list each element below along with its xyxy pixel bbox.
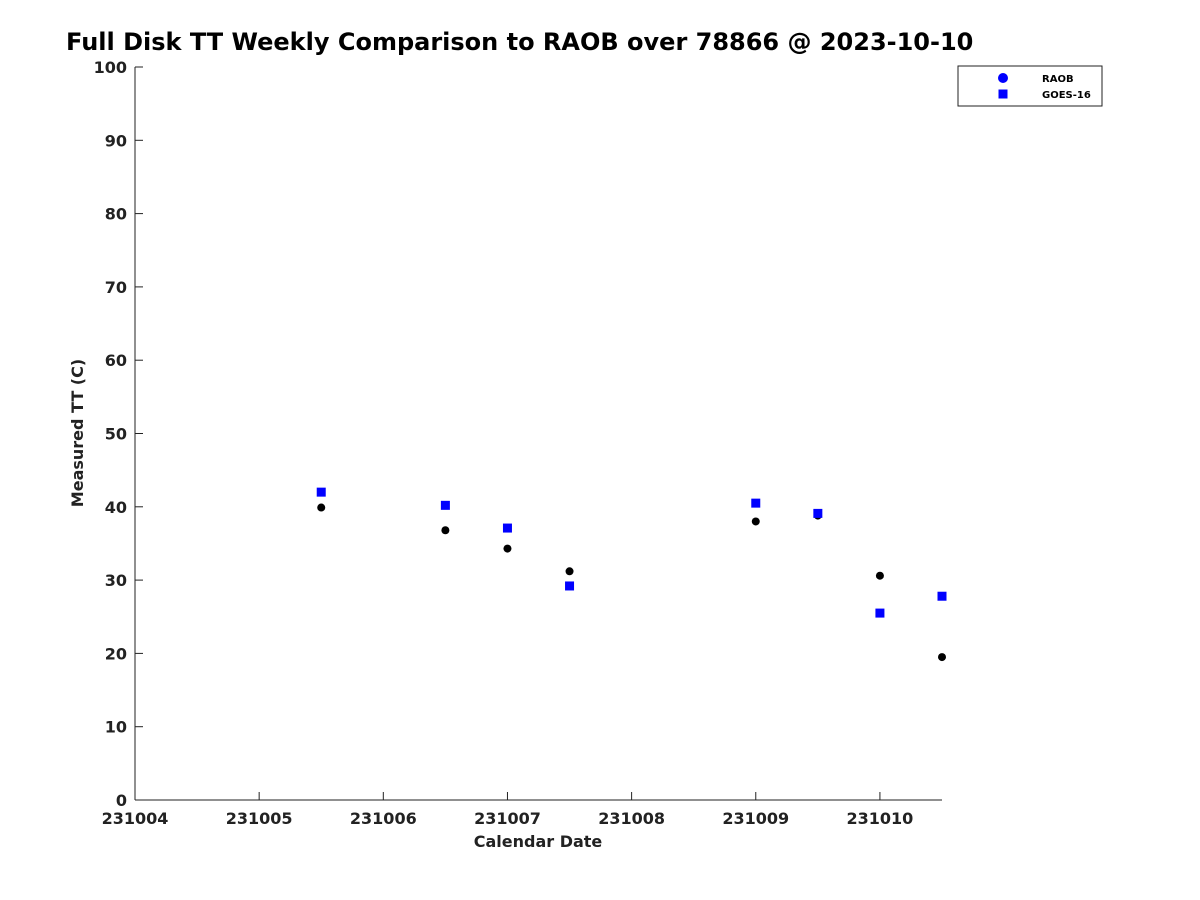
data-points xyxy=(316,487,947,662)
axes xyxy=(134,67,942,801)
x-tick-label: 231010 xyxy=(847,809,914,828)
goes-16-point xyxy=(502,523,512,533)
y-tick-label: 50 xyxy=(105,425,127,444)
tick-marks: 0 10 20 30 40 50 60 70 80 90 100 231004 231005 231006… xyxy=(94,58,914,828)
legend-marker-raob xyxy=(998,73,1008,83)
goes-16-point xyxy=(440,500,450,510)
raob-point xyxy=(751,517,760,526)
raob-point xyxy=(938,653,946,662)
y-tick-label: 80 xyxy=(105,205,127,224)
x-tick-label: 231006 xyxy=(350,809,417,828)
raob-point xyxy=(875,571,884,580)
x-tick-label: 231007 xyxy=(474,809,541,828)
x-tick-label: 231009 xyxy=(722,809,789,828)
legend-marker-goes-16 xyxy=(998,89,1008,99)
raob-point xyxy=(565,567,574,576)
legend-label: GOES-16 xyxy=(1042,90,1091,101)
x-axis-label: Calendar Date xyxy=(474,832,603,851)
y-axis-label: Measured TT (C) xyxy=(68,359,87,507)
y-tick-label: 90 xyxy=(105,131,127,150)
y-tick-label: 30 xyxy=(105,571,127,590)
goes-16-point xyxy=(813,508,823,518)
y-tick-label: 100 xyxy=(94,58,127,77)
goes-16-point xyxy=(751,498,761,508)
y-tick-label: 40 xyxy=(105,498,127,517)
y-tick-label: 60 xyxy=(105,351,127,370)
raob-point xyxy=(317,503,326,512)
chart-title: Full Disk TT Weekly Comparison to RAOB o… xyxy=(66,28,974,56)
y-tick-label: 20 xyxy=(105,644,127,663)
raob-point xyxy=(503,544,512,553)
x-tick-label: 231005 xyxy=(226,809,293,828)
raob-point xyxy=(441,526,450,535)
x-tick-label: 231008 xyxy=(598,809,665,828)
y-tick-label: 0 xyxy=(116,791,127,810)
legend-label: RAOB xyxy=(1042,74,1074,85)
y-tick-label: 10 xyxy=(105,718,127,737)
legend: RAOB GOES-16 xyxy=(957,65,1103,107)
y-tick-label: 70 xyxy=(105,278,127,297)
goes-16-point xyxy=(316,487,326,497)
goes-16-point xyxy=(875,608,885,618)
x-tick-label: 231004 xyxy=(102,809,169,828)
legend-box xyxy=(957,65,1103,107)
goes-16-point xyxy=(937,591,947,601)
goes-16-point xyxy=(565,581,575,591)
